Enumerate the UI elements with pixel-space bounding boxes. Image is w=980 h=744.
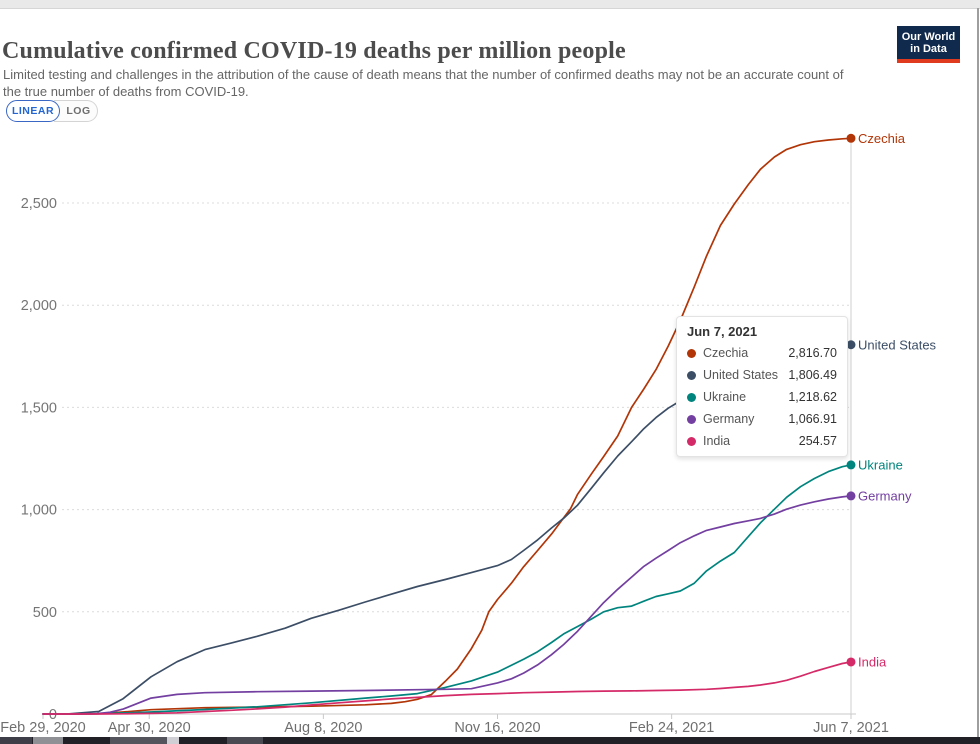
- tooltip-series-name: Germany: [703, 412, 755, 426]
- tooltip-row-united-states: United States 1,806.49: [687, 368, 837, 382]
- series-line-ukraine[interactable]: [42, 464, 852, 715]
- tooltip-series-dot: [687, 348, 696, 358]
- page-subtitle: Limited testing and challenges in the at…: [3, 67, 844, 99]
- taskbar-item-0: [0, 737, 32, 744]
- tooltip-row-india: India 254.57: [687, 434, 837, 448]
- y-axis-label-2000: 2,000: [21, 298, 57, 314]
- tooltip-row-germany: Germany 1,066.91: [687, 412, 837, 426]
- x-axis-label-jun-7,-2021: Jun 7, 2021: [813, 720, 889, 736]
- taskbar-item-2: [110, 737, 167, 744]
- tooltip-series-value: 1,218.62: [788, 390, 837, 404]
- y-axis-label-500: 500: [33, 605, 57, 621]
- tooltip-series-dot: [687, 436, 696, 446]
- taskbar-item-3: [167, 737, 179, 744]
- browser-chrome-strip: [0, 0, 980, 9]
- window-right-border: [977, 8, 979, 737]
- series-endpoint-germany[interactable]: [846, 491, 856, 501]
- y-axis-label-0: 0: [49, 707, 57, 723]
- tooltip-series-dot: [687, 370, 696, 380]
- page-title: Cumulative confirmed COVID-19 deaths per…: [2, 38, 626, 65]
- tooltip-series-value: 1,806.49: [788, 368, 837, 382]
- y-axis-label-2500: 2,500: [21, 196, 57, 212]
- y-axis-label-1000: 1,000: [21, 503, 57, 519]
- owid-logo-line1: Our World: [901, 30, 956, 43]
- tooltip-series-name: Czechia: [703, 346, 749, 360]
- series-label-india: India: [858, 654, 887, 669]
- x-axis-label-aug-8,-2020: Aug 8, 2020: [284, 720, 362, 736]
- series-endpoint-united-states[interactable]: [846, 340, 856, 350]
- log-button[interactable]: LOG: [54, 100, 98, 122]
- tooltip-series-dot: [687, 414, 696, 424]
- tooltip-series-name: United States: [703, 368, 779, 382]
- tooltip-series-value: 254.57: [798, 434, 837, 448]
- tooltip-series-value: 2,816.70: [788, 346, 837, 360]
- owid-logo-line2: in Data: [910, 42, 947, 55]
- series-endpoint-ukraine[interactable]: [846, 460, 856, 470]
- taskbar-item-4: [227, 737, 263, 744]
- taskbar-item-1: [33, 737, 63, 744]
- x-axis-label-nov-16,-2020: Nov 16, 2020: [454, 720, 540, 736]
- tooltip-row-ukraine: Ukraine 1,218.62: [687, 390, 837, 404]
- x-axis-label-feb-24,-2021: Feb 24, 2021: [629, 720, 714, 736]
- taskbar-strip: [0, 737, 980, 744]
- tooltip-series-name: Ukraine: [703, 390, 747, 404]
- series-label-czechia: Czechia: [858, 131, 906, 146]
- series-label-united-states: United States: [858, 337, 937, 352]
- tooltip-row-czechia: Czechia 2,816.70: [687, 346, 837, 360]
- series-line-germany[interactable]: [42, 495, 852, 715]
- series-label-ukraine: Ukraine: [858, 457, 903, 472]
- series-line-india[interactable]: [42, 661, 852, 715]
- tooltip: Jun 7, 2021 Czechia 2,816.70 United States…: [676, 316, 848, 457]
- x-axis-label-apr-30,-2020: Apr 30, 2020: [108, 720, 191, 736]
- y-axis-label-1500: 1,500: [21, 400, 57, 416]
- series-endpoint-czechia[interactable]: [846, 133, 856, 143]
- owid-logo[interactable]: Our World in Data: [897, 26, 960, 63]
- scale-toggle: LINEAR LOG: [6, 100, 98, 122]
- linear-button[interactable]: LINEAR: [6, 100, 60, 122]
- tooltip-date: Jun 7, 2021: [687, 324, 758, 339]
- series-endpoint-india[interactable]: [846, 657, 856, 667]
- series-label-germany: Germany: [858, 488, 912, 503]
- tooltip-series-dot: [687, 392, 696, 402]
- x-axis-label-feb-29,-2020: Feb 29, 2020: [0, 720, 85, 736]
- tooltip-series-name: India: [703, 434, 731, 448]
- tooltip-series-value: 1,066.91: [788, 412, 837, 426]
